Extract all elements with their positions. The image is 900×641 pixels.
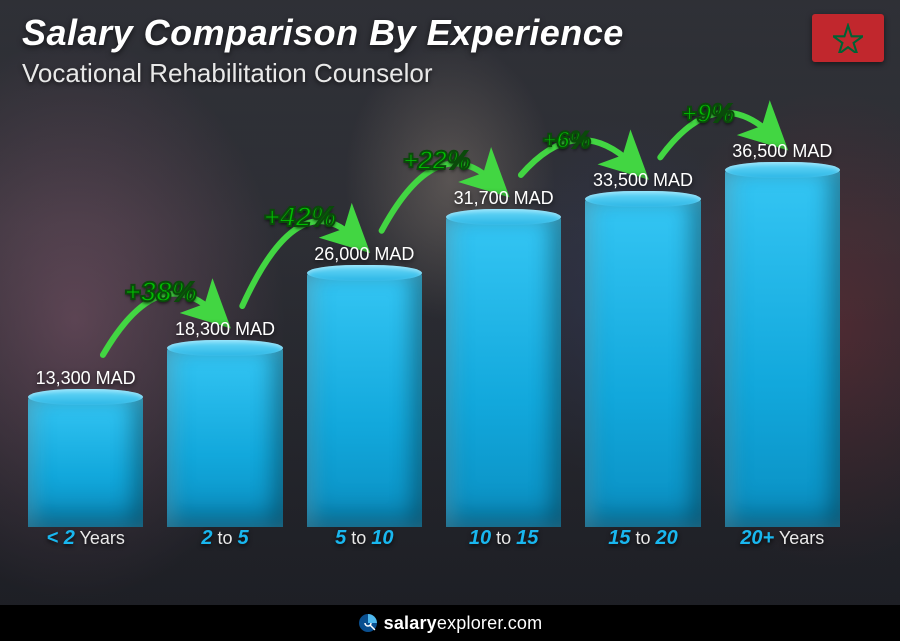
bar-rect [28,397,143,527]
bar-value-label: 18,300 MAD [175,319,275,340]
bar-1: 18,300 MAD [167,319,282,527]
x-label: < 2 Years [28,527,143,557]
x-label: 20+ Years [725,527,840,557]
x-axis: < 2 Years 2 to 5 5 to 10 10 to 15 15 to 20 20… [28,527,840,557]
brand-domain: .com [503,613,543,633]
x-label: 10 to 15 [446,527,561,557]
bars-container: 13,300 MAD 18,300 MAD 26,000 MAD 31,700 MAD… [28,120,840,527]
page-title: Salary Comparison By Experience [22,12,624,54]
bar-5: 36,500 MAD [725,141,840,527]
bar-value-label: 31,700 MAD [454,188,554,209]
bar-4: 33,500 MAD [585,170,700,527]
bar-rect [585,199,700,527]
bar-value-label: 26,000 MAD [314,244,414,265]
x-label: 5 to 10 [307,527,422,557]
bar-3: 31,700 MAD [446,188,561,527]
bar-rect [167,348,282,527]
brand-bold: salary [384,613,437,633]
bar-2: 26,000 MAD [307,244,422,527]
x-label: 2 to 5 [167,527,282,557]
infographic-canvas: Salary Comparison By Experience Vocation… [0,0,900,641]
bar-value-label: 33,500 MAD [593,170,693,191]
bar-rect [725,170,840,527]
footer-brand: salaryexplorer.com [0,605,900,641]
bar-value-label: 13,300 MAD [36,368,136,389]
brand-text: salaryexplorer.com [384,613,543,634]
bar-chart: 13,300 MAD 18,300 MAD 26,000 MAD 31,700 MAD… [28,120,840,557]
x-label: 15 to 20 [585,527,700,557]
bar-rect [446,217,561,527]
country-flag-morocco [812,14,884,62]
flag-star-icon [833,23,863,53]
brand-logo-icon [358,613,378,633]
bar-value-label: 36,500 MAD [732,141,832,162]
brand-rest: explorer [437,613,503,633]
bar-rect [307,273,422,527]
bar-0: 13,300 MAD [28,368,143,527]
